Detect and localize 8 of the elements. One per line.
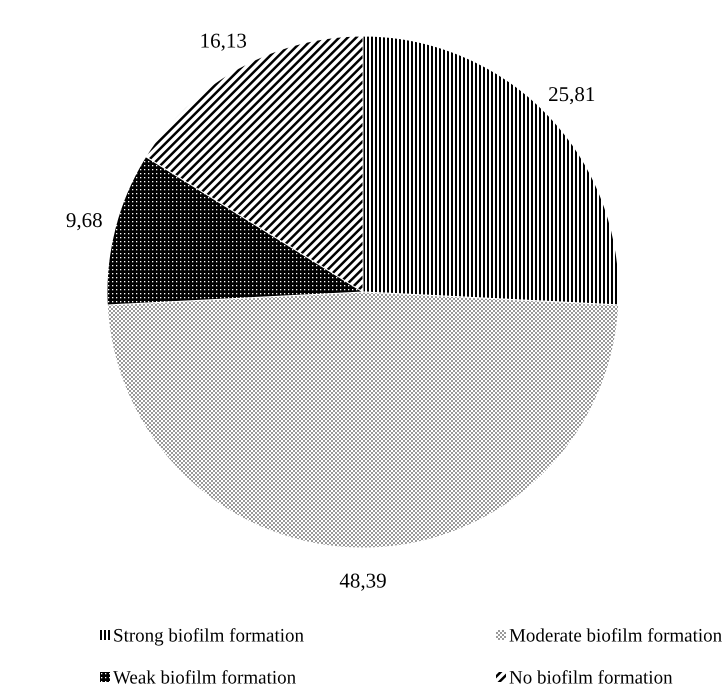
legend-label: No biofilm formation bbox=[509, 668, 674, 689]
legend-label: Weak biofilm formation bbox=[113, 668, 297, 689]
data-label: 16,13 bbox=[200, 28, 247, 53]
data-label: 48,39 bbox=[339, 568, 387, 592]
legend-label: Moderate biofilm formation bbox=[509, 626, 723, 647]
data-label: 25,81 bbox=[548, 82, 596, 106]
legend-label: Strong biofilm formation bbox=[113, 626, 305, 647]
data-label: 9,68 bbox=[66, 208, 103, 232]
